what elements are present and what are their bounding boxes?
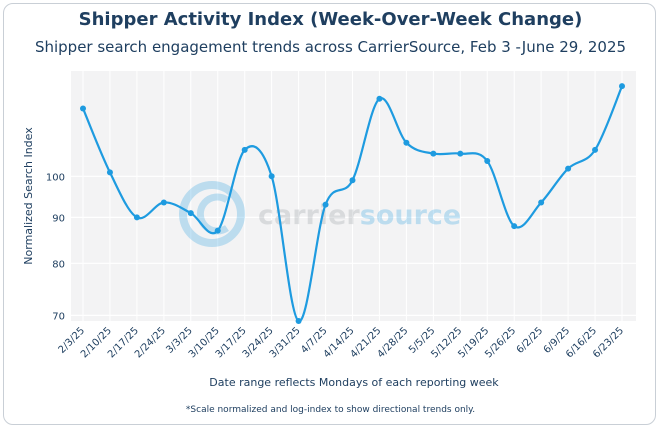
data-point xyxy=(187,210,194,217)
data-point xyxy=(322,201,329,208)
data-point xyxy=(133,214,140,221)
plot-area xyxy=(71,71,636,321)
data-point xyxy=(80,105,86,112)
data-point xyxy=(565,165,572,172)
data-point xyxy=(268,173,275,180)
y-axis-title: Normalized Search Index xyxy=(22,127,35,265)
data-point xyxy=(214,227,221,234)
x-axis-title: Date range reflects Mondays of each repo… xyxy=(209,376,499,389)
chart-subtitle: Shipper search engagement trends across … xyxy=(34,38,627,56)
y-axis-ticks: 70 80 90 100 xyxy=(46,172,65,322)
x-axis-ticks: 2/3/252/10/252/17/252/24/253/3/253/10/25… xyxy=(57,325,627,360)
y-tick-label: 90 xyxy=(52,213,65,224)
data-point xyxy=(484,158,491,165)
data-point xyxy=(403,139,410,146)
watermark-part1: carrier xyxy=(258,200,360,231)
data-point xyxy=(241,146,248,153)
data-point xyxy=(349,177,356,184)
footnote: *Scale normalized and log-index to show … xyxy=(185,405,476,415)
data-point xyxy=(376,95,383,102)
logo-ring-outer xyxy=(179,181,245,247)
data-point xyxy=(160,199,167,206)
watermark-part2: source xyxy=(360,200,461,231)
x-tick-label: 6/2/25 xyxy=(515,325,546,356)
y-tick-label: 100 xyxy=(46,172,65,183)
data-point xyxy=(538,199,545,206)
watermark: carriersource xyxy=(179,181,461,247)
data-point xyxy=(511,223,518,230)
data-point xyxy=(592,146,599,153)
data-point xyxy=(430,150,437,157)
data-point xyxy=(295,318,302,324)
data-point xyxy=(106,169,113,176)
watermark-text: carriersource xyxy=(258,200,461,231)
y-tick-label: 70 xyxy=(52,311,65,322)
series-line xyxy=(81,85,624,323)
data-point xyxy=(619,83,625,90)
data-points xyxy=(80,83,625,324)
y-tick-label: 80 xyxy=(52,259,65,270)
chart-title: Shipper Activity Index (Week-Over-Week C… xyxy=(78,9,583,30)
data-point xyxy=(457,150,464,157)
line-chart: carriersource 70 80 90 100 2/3/252/10/252/1… xyxy=(22,71,636,389)
